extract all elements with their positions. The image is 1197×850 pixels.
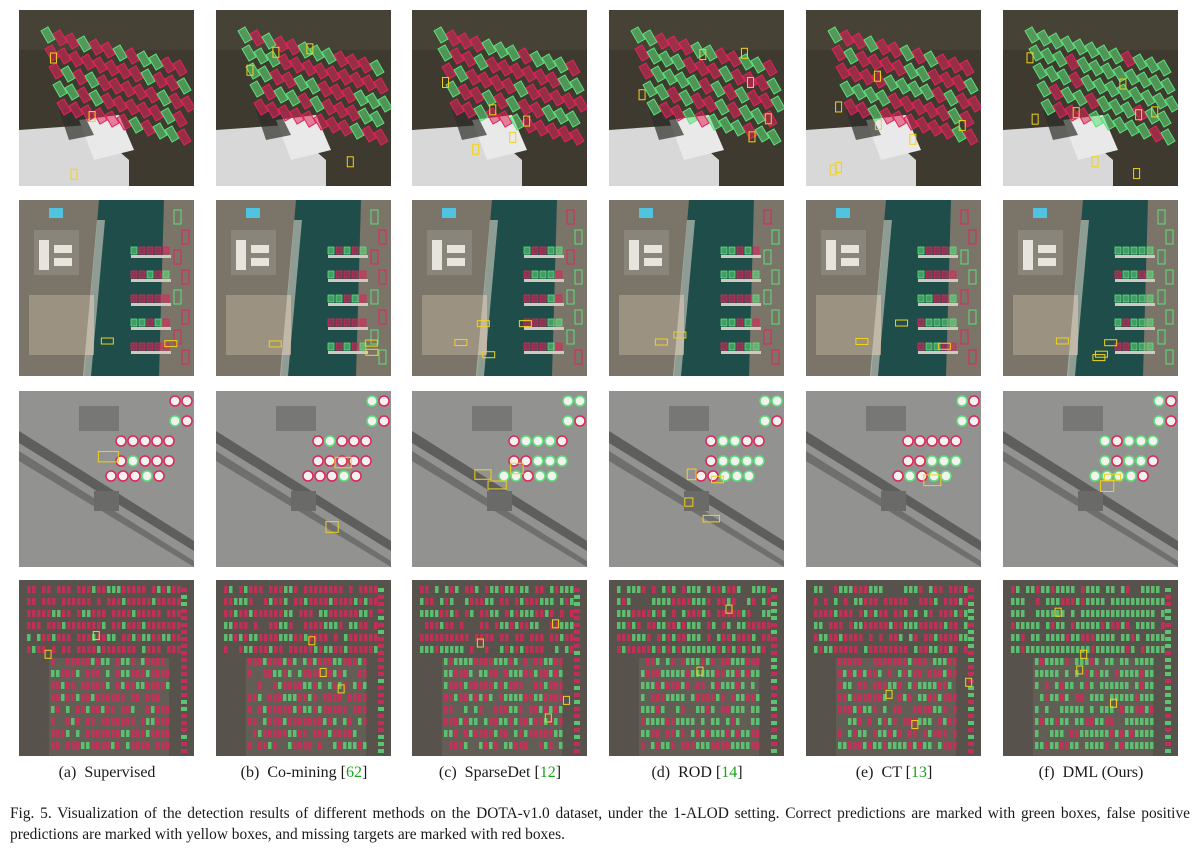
tile-dense-car-parking-col-2 (412, 580, 587, 756)
detection-visualization (216, 391, 391, 567)
method-name: Co-mining (267, 764, 337, 781)
tile-storage-tanks-grayscale-col-1 (216, 391, 391, 567)
detection-visualization (806, 391, 981, 567)
citation-link[interactable]: 12 (539, 764, 556, 781)
caption-label: Fig. 5. (10, 805, 52, 822)
detection-visualization (609, 200, 784, 376)
method-name: DML (Ours) (1062, 764, 1144, 781)
tile-parking-lot-buses-col-4 (806, 10, 981, 186)
tile-storage-tanks-grayscale-col-4 (806, 391, 981, 567)
detection-visualization (216, 200, 391, 376)
method-name: CT (881, 764, 902, 781)
detection-visualization (1003, 200, 1178, 376)
citation-link[interactable]: 13 (910, 764, 927, 781)
subcaption-2: (c) SparseDet [12] (438, 764, 562, 781)
tile-dense-car-parking-col-5 (1003, 580, 1178, 756)
tile-parking-lot-buses-col-0 (19, 10, 194, 186)
detection-visualization (412, 391, 587, 567)
tile-parking-lot-buses-col-2 (412, 10, 587, 186)
subcaption-5: (f) DML (Ours) (1004, 764, 1179, 782)
detection-visualization (216, 580, 391, 756)
subcaption-0: (a) Supervised (20, 764, 195, 782)
tile-storage-tanks-grayscale-col-2 (412, 391, 587, 567)
tile-storage-tanks-grayscale-col-3 (609, 391, 784, 567)
method-name: Supervised (84, 764, 156, 781)
detection-visualization (1003, 10, 1178, 186)
subcaption-tag: (d) (651, 764, 671, 781)
detection-visualization (412, 580, 587, 756)
subcaption-1: (b) Co-mining [62] (240, 764, 368, 781)
subcaption-3: (d) ROD [14] (651, 764, 743, 781)
subcaption-tag: (a) (58, 764, 77, 781)
detection-visualization (19, 200, 194, 376)
method-name: SparseDet (464, 764, 531, 781)
subcaption-4: (e) CT [13] (855, 764, 933, 781)
detection-visualization (806, 10, 981, 186)
detection-visualization (216, 10, 391, 186)
detection-visualization (609, 10, 784, 186)
citation-link[interactable]: 14 (721, 764, 738, 781)
tile-dense-car-parking-col-3 (609, 580, 784, 756)
tile-harbor-marina-col-3 (609, 200, 784, 376)
tile-parking-lot-buses-col-1 (216, 10, 391, 186)
tile-harbor-marina-col-1 (216, 200, 391, 376)
detection-visualization (19, 391, 194, 567)
detection-visualization (806, 200, 981, 376)
subcaption-tag: (b) (240, 764, 260, 781)
method-name: ROD (678, 764, 712, 781)
tile-dense-car-parking-col-1 (216, 580, 391, 756)
detection-visualization (19, 10, 194, 186)
detection-visualization (806, 580, 981, 756)
detection-visualization (609, 580, 784, 756)
detection-visualization (1003, 391, 1178, 567)
tile-harbor-marina-col-2 (412, 200, 587, 376)
subcaption-tag: (e) (855, 764, 874, 781)
detection-visualization (1003, 580, 1178, 756)
tile-parking-lot-buses-col-5 (1003, 10, 1178, 186)
detection-visualization (609, 391, 784, 567)
tile-storage-tanks-grayscale-col-0 (19, 391, 194, 567)
tile-harbor-marina-col-4 (806, 200, 981, 376)
tile-harbor-marina-col-0 (19, 200, 194, 376)
tile-dense-car-parking-col-4 (806, 580, 981, 756)
figure-caption: Fig. 5. Visualization of the detection r… (10, 803, 1190, 845)
tile-parking-lot-buses-col-3 (609, 10, 784, 186)
citation-link[interactable]: 62 (346, 764, 362, 781)
subcaption-tag: (c) (438, 764, 457, 781)
detection-visualization (412, 10, 587, 186)
tile-harbor-marina-col-5 (1003, 200, 1178, 376)
tile-storage-tanks-grayscale-col-5 (1003, 391, 1178, 567)
detection-visualization (412, 200, 587, 376)
detection-visualization (19, 580, 194, 756)
tile-dense-car-parking-col-0 (19, 580, 194, 756)
caption-text: Visualization of the detection results o… (10, 805, 1190, 843)
subcaption-tag: (f) (1038, 764, 1055, 781)
